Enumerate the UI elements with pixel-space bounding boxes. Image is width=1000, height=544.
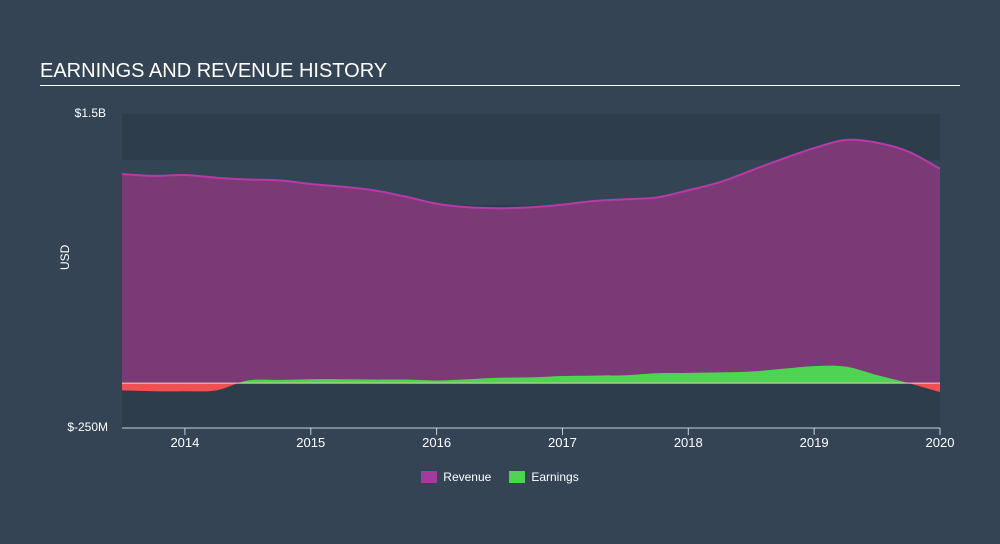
x-tick-label: 2020: [925, 435, 955, 450]
legend-label-revenue: Revenue: [443, 470, 492, 484]
revenue-swatch-icon: [421, 471, 438, 483]
y-axis-title: USD: [58, 244, 72, 270]
x-tick-label: 2016: [422, 435, 452, 450]
x-tick-label: 2014: [170, 435, 200, 450]
x-tick-label: 2017: [547, 435, 577, 450]
x-tick-label: 2018: [673, 435, 703, 450]
y-axis-top-label: $1.5B: [74, 106, 106, 120]
legend-item-revenue[interactable]: Revenue: [421, 470, 491, 484]
y-axis-bottom-label: $-250M: [67, 420, 108, 434]
legend-item-earnings[interactable]: Earnings: [509, 470, 579, 484]
chart-title: EARNINGS AND REVENUE HISTORY: [40, 60, 388, 82]
earnings-swatch-icon: [509, 471, 526, 483]
x-tick-label: 2015: [296, 435, 326, 450]
legend-label-earnings: Earnings: [531, 470, 579, 484]
x-tick-label: 2019: [799, 435, 829, 450]
title-divider: [40, 85, 960, 86]
legend: Revenue Earnings: [0, 470, 1000, 484]
